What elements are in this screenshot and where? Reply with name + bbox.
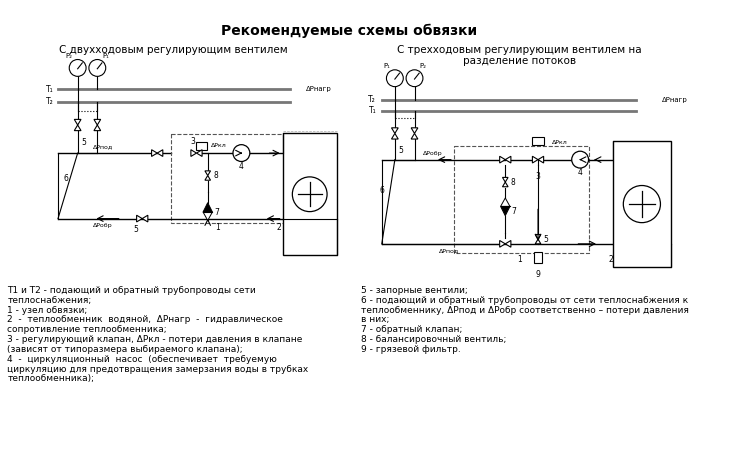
Polygon shape — [505, 241, 511, 247]
Text: ΔРнагр: ΔРнагр — [662, 97, 688, 103]
Text: теплоснабжения;: теплоснабжения; — [7, 296, 92, 305]
Text: 4: 4 — [577, 168, 583, 177]
Text: ΔРобр: ΔРобр — [93, 223, 113, 228]
Text: 6: 6 — [63, 174, 68, 183]
Text: T₂: T₂ — [368, 95, 376, 104]
Bar — [454, 146, 589, 253]
Polygon shape — [500, 241, 505, 247]
Text: сопротивление теплообменника;: сопротивление теплообменника; — [7, 325, 167, 334]
Polygon shape — [203, 202, 212, 212]
Text: P₁: P₁ — [383, 63, 390, 69]
Polygon shape — [152, 150, 157, 157]
Text: в них;: в них; — [362, 316, 389, 325]
Polygon shape — [137, 215, 142, 222]
Bar — [534, 252, 542, 263]
Polygon shape — [74, 119, 81, 125]
Polygon shape — [538, 156, 544, 163]
Text: теплообменнику, ΔРпод и ΔРобр соответственно – потери давления: теплообменнику, ΔРпод и ΔРобр соответств… — [362, 306, 689, 315]
Text: ΔРпод: ΔРпод — [93, 144, 113, 149]
Text: 2: 2 — [608, 255, 613, 264]
Text: 1: 1 — [517, 255, 521, 264]
Text: 5: 5 — [544, 235, 548, 244]
Text: циркуляцию для предотвращения замерзания воды в трубках: циркуляцию для предотвращения замерзания… — [7, 365, 309, 374]
Polygon shape — [391, 128, 398, 133]
Polygon shape — [503, 178, 508, 182]
Text: T₁: T₁ — [46, 85, 53, 94]
Text: С двухходовым регулирующим вентилем: С двухходовым регулирующим вентилем — [59, 44, 288, 54]
Text: 2  -  теплообменник  водяной,  ΔРнагр  -  гидравлическое: 2 - теплообменник водяной, ΔРнагр - гидр… — [7, 316, 283, 325]
Text: 4: 4 — [239, 162, 244, 171]
Polygon shape — [500, 156, 505, 163]
Polygon shape — [505, 156, 511, 163]
Bar — [613, 141, 671, 267]
Text: 5: 5 — [81, 138, 87, 147]
Text: 6 - подающий и обратный трубопроводы от сети теплоснабжения к: 6 - подающий и обратный трубопроводы от … — [362, 296, 688, 305]
Text: P₂: P₂ — [419, 63, 427, 69]
Text: P₂: P₂ — [66, 53, 72, 59]
Text: ΔРобр: ΔРобр — [423, 151, 442, 156]
Text: Рекомендуемые схемы обвязки: Рекомендуемые схемы обвязки — [221, 24, 477, 38]
Circle shape — [69, 59, 86, 76]
Circle shape — [89, 59, 106, 76]
Text: ΔРкл: ΔРкл — [211, 143, 226, 148]
Bar — [533, 137, 544, 145]
Circle shape — [406, 70, 423, 87]
Circle shape — [386, 70, 403, 87]
Bar — [196, 142, 207, 149]
Polygon shape — [503, 182, 508, 187]
Polygon shape — [500, 198, 510, 207]
Polygon shape — [411, 133, 418, 139]
Text: ΔРнагр: ΔРнагр — [306, 86, 331, 93]
Text: Т1 и Т2 - подающий и обратный трубопроводы сети: Т1 и Т2 - подающий и обратный трубопрово… — [7, 286, 256, 295]
Text: ΔРкл: ΔРкл — [552, 140, 568, 145]
Text: 9: 9 — [536, 270, 541, 279]
Text: P₁: P₁ — [102, 53, 109, 59]
Text: 7: 7 — [512, 207, 517, 216]
Text: T₁: T₁ — [368, 107, 376, 115]
Text: 4  -  циркуляционный  насос  (обеспечивает  требуемую: 4 - циркуляционный насос (обеспечивает т… — [7, 355, 277, 364]
Text: 3: 3 — [190, 138, 195, 146]
Circle shape — [233, 145, 249, 162]
Text: теплообменника);: теплообменника); — [7, 375, 94, 383]
Text: 9 - грязевой фильтр.: 9 - грязевой фильтр. — [362, 345, 461, 354]
Polygon shape — [500, 207, 510, 216]
Text: (зависят от типоразмера выбираемого клапана);: (зависят от типоразмера выбираемого клап… — [7, 345, 243, 354]
Text: T₂: T₂ — [46, 97, 53, 106]
Polygon shape — [191, 150, 196, 157]
Polygon shape — [94, 119, 101, 125]
Text: ΔРпод: ΔРпод — [439, 248, 459, 253]
Polygon shape — [203, 212, 212, 221]
Circle shape — [571, 151, 589, 168]
Text: 8 - балансировочный вентиль;: 8 - балансировочный вентиль; — [362, 335, 506, 344]
Text: 8: 8 — [511, 178, 515, 187]
Polygon shape — [535, 234, 541, 239]
Text: 8: 8 — [214, 171, 218, 180]
Text: 7 - обратный клапан;: 7 - обратный клапан; — [362, 325, 462, 334]
Text: 2: 2 — [277, 223, 282, 232]
Text: 3: 3 — [536, 172, 541, 181]
Polygon shape — [411, 128, 418, 133]
Polygon shape — [142, 215, 148, 222]
Text: 3 - регулирующий клапан, ΔРкл - потери давления в клапане: 3 - регулирующий клапан, ΔРкл - потери д… — [7, 335, 303, 344]
Text: 5: 5 — [133, 225, 138, 234]
Bar — [171, 134, 293, 223]
Text: С трехходовым регулирующим вентилем на
разделение потоков: С трехходовым регулирующим вентилем на р… — [397, 44, 642, 66]
Polygon shape — [391, 133, 398, 139]
Text: 7: 7 — [214, 207, 219, 217]
Polygon shape — [196, 150, 202, 157]
Polygon shape — [535, 239, 541, 244]
Text: 5 - запорные вентили;: 5 - запорные вентили; — [362, 286, 468, 295]
Text: 5: 5 — [399, 146, 403, 155]
Polygon shape — [74, 125, 81, 131]
Text: 6: 6 — [379, 186, 384, 195]
Bar — [282, 133, 337, 255]
Polygon shape — [533, 156, 538, 163]
Polygon shape — [157, 150, 163, 157]
Text: 1 - узел обвязки;: 1 - узел обвязки; — [7, 306, 87, 315]
Polygon shape — [94, 125, 101, 131]
Polygon shape — [205, 171, 211, 176]
Polygon shape — [205, 176, 211, 180]
Text: 1: 1 — [214, 223, 220, 232]
